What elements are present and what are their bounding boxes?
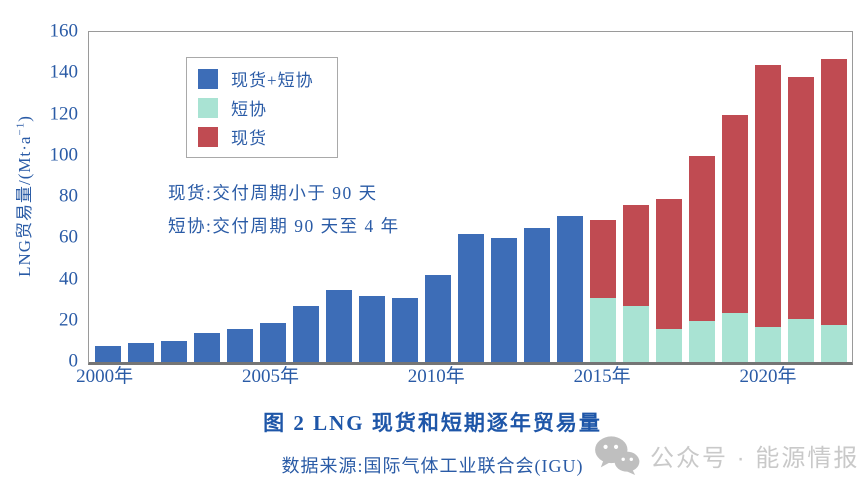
y-tick-label-0: 0: [68, 350, 79, 372]
legend-item-spot: 现货: [198, 124, 337, 149]
bar-2004: [226, 32, 253, 362]
bar-segment-2020: [754, 326, 781, 362]
bar-segment-2003: [193, 333, 220, 362]
bar-2007: [325, 32, 352, 362]
bar-segment-2015: [589, 219, 616, 299]
legend-label: 现货: [231, 129, 267, 148]
y-axis-title-close: ): [15, 115, 34, 122]
y-tick-label-100: 100: [49, 144, 79, 166]
bar-segment-2006: [292, 306, 319, 362]
bar-2011: [457, 32, 484, 362]
bar-2015: [589, 32, 616, 362]
bar-2013: [523, 32, 550, 362]
x-tick-label-2000年: 2000年: [76, 366, 134, 387]
y-tick-label-160: 160: [49, 20, 79, 42]
data-source: 数据来源:国际气体工业联合会(IGU): [281, 456, 584, 476]
bar-segment-2002: [160, 341, 187, 362]
bar-segment-2019: [721, 114, 748, 313]
bar-segment-2012: [490, 238, 517, 362]
annotation-spot-definition: 现货:交付周期小于 90 天: [168, 183, 378, 203]
bar-segment-2016: [622, 306, 649, 362]
bar-2019: [721, 32, 748, 362]
bar-segment-2015: [589, 298, 616, 362]
annotation-short-term-definition: 短协:交付周期 90 天至 4 年: [168, 216, 400, 236]
wechat-icon: [595, 436, 640, 475]
bar-segment-2005: [259, 322, 286, 362]
bar-2022: [820, 32, 847, 362]
bar-segment-2022: [820, 58, 847, 325]
watermark-text: 公众号 · 能源情报: [650, 444, 860, 472]
x-axis: 2000年 2005年 2010年 2015年 2020年: [76, 366, 851, 395]
bar-2014: [556, 32, 583, 362]
bar-segment-2010: [424, 275, 451, 362]
x-tick-label-2020年: 2020年: [739, 366, 797, 387]
bar-segment-2020: [754, 65, 781, 327]
bar-segment-2004: [226, 329, 253, 362]
legend-item-spot-plus-short: 现货+短协: [198, 66, 337, 91]
bar-2002: [160, 32, 187, 362]
legend-swatch-blue: [198, 68, 218, 89]
bar-segment-2017: [655, 329, 682, 362]
legend-label: 现货+短协: [231, 71, 314, 90]
bar-segment-2022: [820, 324, 847, 362]
bar-segment-2016: [622, 205, 649, 307]
bar-2012: [490, 32, 517, 362]
bar-segment-2001: [127, 343, 154, 362]
bar-2008: [358, 32, 385, 362]
bar-series-container: [89, 32, 852, 362]
y-axis-title: LNG贸易量/(Mt·a−1): [10, 71, 34, 321]
bar-segment-2007: [325, 289, 352, 362]
legend-label: 短协: [231, 100, 267, 119]
bar-2001: [127, 32, 154, 362]
x-tick-label-2010年: 2010年: [407, 366, 465, 387]
bar-segment-2021: [787, 77, 814, 319]
bar-2003: [193, 32, 220, 362]
bar-segment-2000: [94, 345, 121, 362]
y-tick-label-20: 20: [59, 309, 78, 331]
bar-segment-2017: [655, 199, 682, 329]
bar-segment-2018: [688, 320, 715, 362]
bar-segment-2019: [721, 312, 748, 362]
y-tick-label-60: 60: [59, 226, 78, 248]
bar-2010: [424, 32, 451, 362]
definition-annotations: 现货:交付周期小于 90 天 短协:交付周期 90 天至 4 年: [168, 177, 400, 243]
bar-2020: [754, 32, 781, 362]
legend-swatch-teal: [198, 97, 218, 118]
bar-segment-2014: [556, 215, 583, 362]
bar-segment-2008: [358, 296, 385, 362]
x-tick-label-2005年: 2005年: [241, 366, 299, 387]
bar-segment-2009: [391, 298, 418, 362]
figure-caption: 图 2 LNG 现货和短期逐年贸易量: [263, 411, 602, 435]
bar-2017: [655, 32, 682, 362]
bar-segment-2013: [523, 227, 550, 362]
y-tick-label-80: 80: [59, 185, 78, 207]
bar-2021: [787, 32, 814, 362]
y-axis-title-superscript: −1: [14, 121, 27, 136]
legend: 现货+短协 短协 现货: [186, 57, 338, 158]
bar-2006: [292, 32, 319, 362]
watermark: 公众号 · 能源情报: [594, 435, 859, 475]
y-axis-title-text: LNG贸易量/(Mt·a: [15, 135, 34, 277]
y-axis: 0 20 40 60 80 100 120 140 160: [40, 22, 84, 371]
y-tick-label-120: 120: [49, 103, 79, 124]
legend-swatch-red: [198, 126, 218, 147]
y-tick-label-40: 40: [59, 268, 78, 289]
bar-2016: [622, 32, 649, 362]
x-tick-label-2015年: 2015年: [573, 366, 631, 387]
bar-segment-2011: [457, 234, 484, 362]
bar-2009: [391, 32, 418, 362]
bar-segment-2018: [688, 155, 715, 321]
y-tick-label-140: 140: [49, 61, 79, 83]
bar-2005: [259, 32, 286, 362]
bar-segment-2021: [787, 318, 814, 362]
legend-item-short-term: 短协: [198, 95, 337, 120]
bar-2000: [94, 32, 121, 362]
bar-2018: [688, 32, 715, 362]
